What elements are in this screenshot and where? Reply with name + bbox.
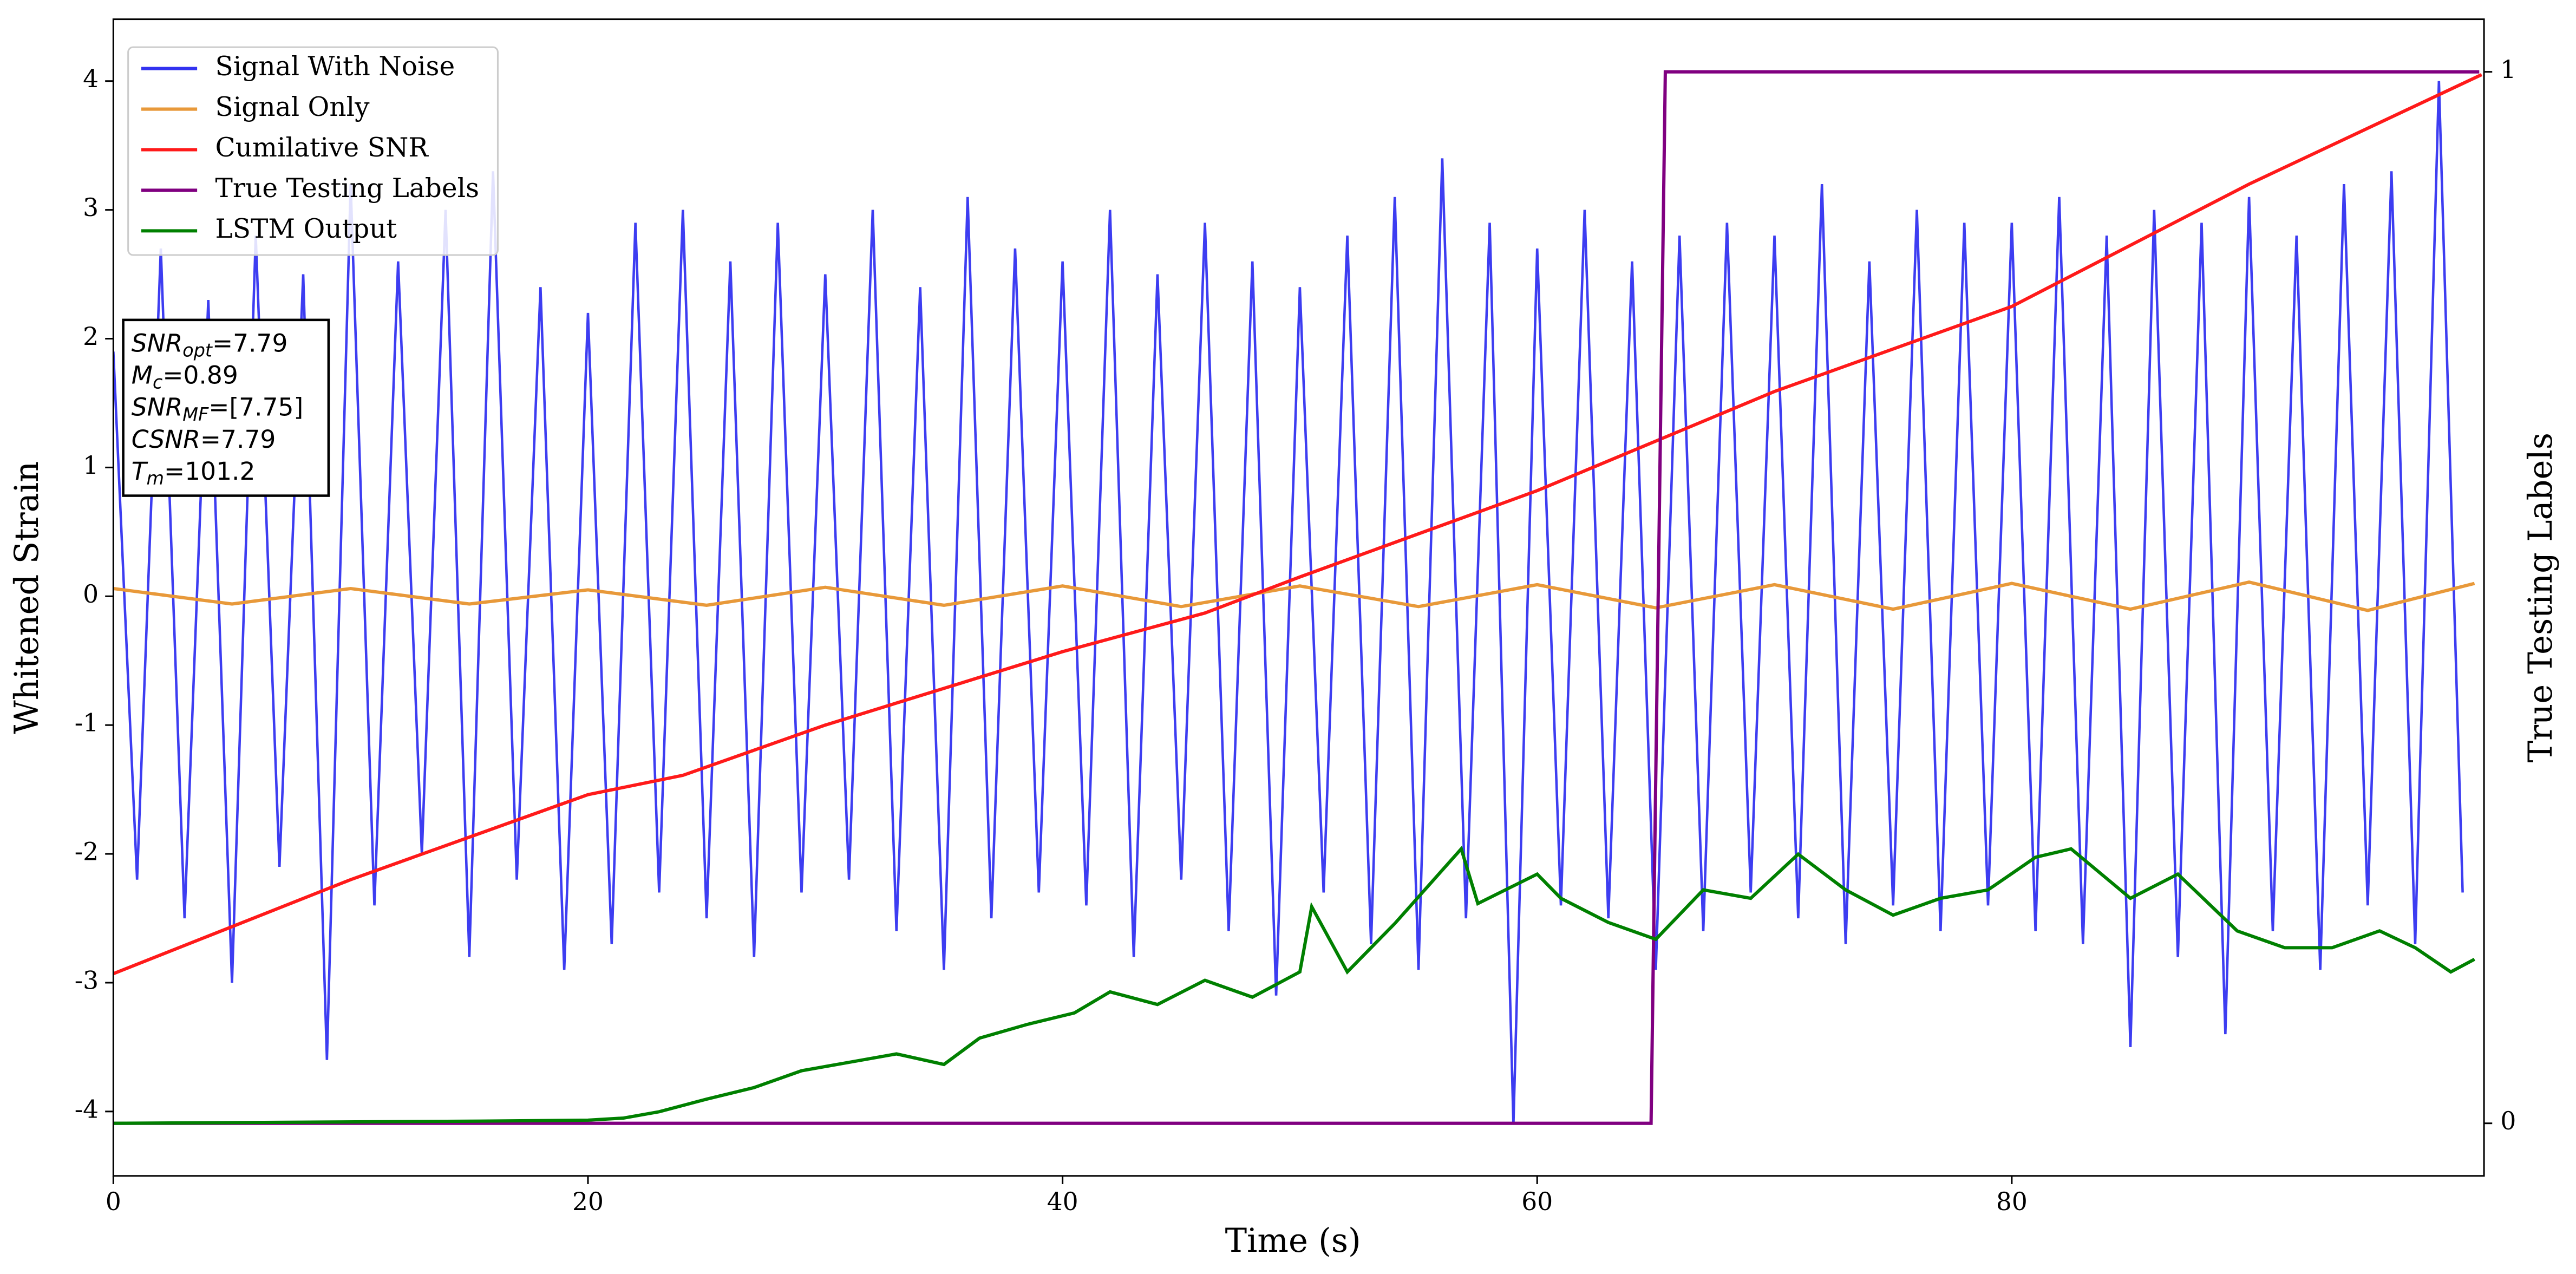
x-tick-label: 0 [106, 1187, 121, 1216]
series-line [113, 845, 2475, 1125]
annotation-subscript: MF [182, 403, 209, 424]
x-tick-label: 60 [1521, 1187, 1553, 1216]
y-tick-label: 1 [83, 451, 99, 480]
legend-label: LSTM Output [215, 214, 397, 244]
annotation-text: =7.79 [212, 329, 287, 357]
annotation-line: Mc=0.89 [132, 361, 238, 393]
plot-area [113, 70, 2482, 1125]
annotation-text: =101.2 [164, 457, 255, 486]
legend-label: Signal Only [215, 92, 370, 122]
x-tick-label: 80 [1996, 1187, 2028, 1216]
legend-label: Cumilative SNR [215, 133, 429, 163]
annotation-line: SNRMF=[7.75] [132, 393, 303, 424]
annotation-text: =[7.75] [208, 393, 303, 421]
y2-tick-label: 1 [2500, 55, 2516, 84]
series-line [113, 81, 2464, 1125]
y-tick-label: -1 [75, 709, 99, 737]
annotation-text: =0.89 [162, 361, 238, 389]
series-line [113, 580, 2475, 612]
y-axis-label: Whitened Strain [8, 461, 46, 734]
y-tick-label: 0 [83, 580, 99, 609]
x-tick-label: 20 [572, 1187, 604, 1216]
x-axis-label: Time (s) [1225, 1222, 1361, 1260]
plot-frame [112, 18, 2485, 1177]
annotation-box [122, 318, 330, 497]
legend-box [127, 46, 499, 256]
y-tick-label: -3 [75, 966, 99, 995]
annotation-line: SNRopt=7.79 [132, 329, 288, 361]
annotation-symbol: CSNR [132, 424, 200, 453]
legend-label: True Testing Labels [215, 173, 480, 204]
annotation-symbol: M [132, 361, 153, 389]
y-tick-label: 4 [83, 64, 99, 93]
y2-tick-label: 0 [2500, 1107, 2516, 1135]
annotation-symbol: SNR [132, 393, 183, 421]
annotation-subscript: opt [182, 339, 213, 361]
y-tick-label: -2 [75, 838, 99, 866]
y-tick-label: 2 [83, 322, 99, 351]
y2-axis-label: True Testing Labels [2522, 433, 2560, 762]
annotation-text: =7.79 [200, 424, 276, 453]
annotation-subscript: m [147, 468, 165, 489]
annotation-symbol: SNR [132, 329, 183, 357]
series-line [113, 70, 2480, 1125]
annotation-subscript: c [153, 371, 162, 393]
legend-label: Signal With Noise [215, 51, 455, 82]
y-tick-label: 3 [83, 193, 99, 222]
x-tick-label: 40 [1047, 1187, 1078, 1216]
series-line [113, 73, 2482, 976]
annotation-symbol: T [132, 457, 148, 486]
annotation-line: CSNR=7.79 [132, 424, 276, 453]
annotation-line: Tm=101.2 [132, 457, 256, 489]
y-tick-label: -4 [75, 1095, 99, 1123]
